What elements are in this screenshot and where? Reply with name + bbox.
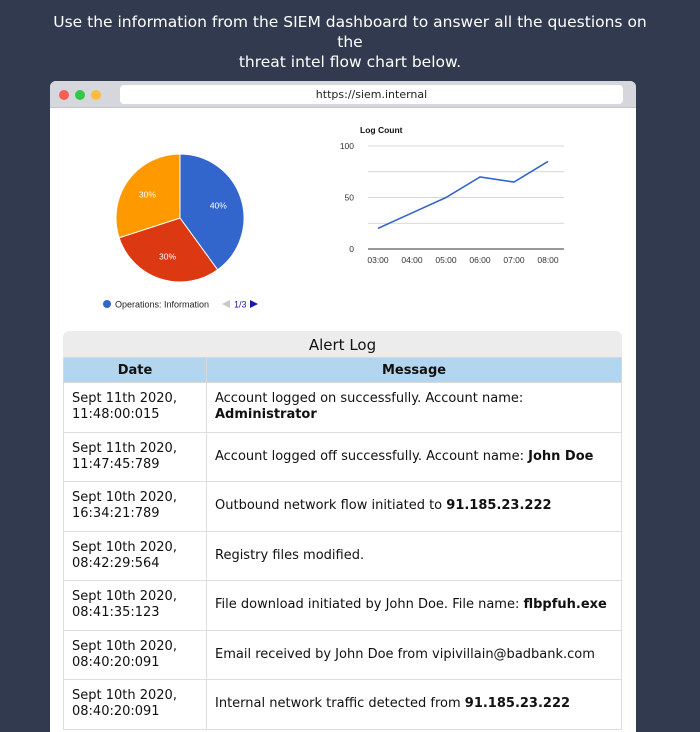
alert-date-cell: Sept 10th 2020, 16:34:21:789 [63,481,207,532]
legend-swatch [103,300,111,308]
pie-chart: 40% 30% 30% [115,153,245,283]
legend-entry: Operations: Information [115,300,209,310]
legend-prev-icon[interactable] [222,300,230,308]
instructions-line-1: Use the information from the SIEM dashbo… [53,13,647,51]
pie-slice [115,153,181,239]
alert-date: Sept 10th 2020, [72,589,177,605]
table-row: Sept 11th 2020, 11:47:45:789 Account logge… [63,431,622,482]
table-row: Sept 10th 2020, 16:34:21:789 Outbound netw… [63,481,622,532]
alert-date: Sept 10th 2020, [72,490,177,506]
alert-message-cell: Account logged on successfully. Account … [206,382,622,433]
table-row: Sept 10th 2020, 08:42:29:564 Registry file… [63,530,622,581]
alert-date: Sept 11th 2020, [72,391,177,407]
alert-message-cell: File download initiated by John Doe. Fil… [206,580,622,631]
address-bar[interactable]: https://siem.internal [120,85,623,104]
alert-date: Sept 10th 2020, [72,638,177,654]
alert-time: 11:48:00:015 [72,407,160,423]
y-tick-label: 100 [340,141,354,151]
y-tick-label: 0 [349,244,354,254]
alert-date-cell: Sept 11th 2020, 11:48:00:015 [63,382,207,433]
alert-date-cell: Sept 10th 2020, 08:42:29:564 [63,530,207,581]
pie-slice [179,153,245,271]
alert-message: File download initiated by John Doe. Fil… [215,597,524,613]
alert-log-panel: Alert Log Date Message Sept 11th 2020, 11… [63,331,622,732]
alert-date: Sept 11th 2020, [72,440,177,456]
line-chart-title: Log Count [360,125,403,135]
alert-message-cell: Outbound network flow initiated to 91.18… [206,481,622,532]
x-tick-label: 06:00 [469,255,491,265]
alert-time: 08:42:29:564 [72,555,160,571]
column-header-message: Message [206,357,622,383]
alert-highlight: Administrator [215,407,317,423]
alert-highlight: 91.185.23.222 [464,696,571,712]
x-tick-label: 05:00 [435,255,457,265]
alert-message: Internal network traffic detected from [215,696,465,712]
browser-window: https://siem.internal 40% 30% 30% Operatio… [50,81,636,732]
alert-message-cell: Registry files modified. [206,530,622,581]
alert-date-cell: Sept 10th 2020, 08:40:20:091 [63,629,207,680]
minimize-window-icon[interactable] [91,90,101,100]
alert-time: 16:34:21:789 [72,506,160,522]
alert-date: Sept 10th 2020, [72,539,177,555]
alert-message: Account logged on successfully. Account … [215,391,524,407]
instructions-line-2: threat intel flow chart below. [238,53,462,71]
alert-highlight: flbpfuh.exe [523,597,607,613]
instructions-text: Use the information from the SIEM dashbo… [40,12,660,72]
alert-date-cell: Sept 10th 2020, 08:41:35:123 [63,580,207,631]
pie-slice-label: 40% [210,201,227,211]
close-window-icon[interactable] [59,90,69,100]
x-tick-label: 03:00 [367,255,389,265]
x-tick-label: 08:00 [537,255,559,265]
alert-message-cell: Internal network traffic detected from 9… [206,679,622,730]
browser-titlebar: https://siem.internal [50,81,636,108]
table-header-row: Date Message [63,357,622,383]
legend-next-icon[interactable] [250,300,258,308]
table-row: Sept 11th 2020, 11:48:00:015 Account logge… [63,382,622,433]
alert-message: Email received by John Doe from vipivill… [215,646,595,662]
maximize-window-icon[interactable] [75,90,85,100]
x-tick-label: 07:00 [503,255,525,265]
alert-date: Sept 10th 2020, [72,688,177,704]
alert-highlight: 91.185.23.222 [446,498,552,514]
alert-message: Registry files modified. [215,547,365,563]
pie-slice [118,217,219,283]
column-header-date: Date [63,357,207,383]
siem-charts: 40% 30% 30% Operations: Information 1/3 Lo… [103,125,564,310]
legend-page-indicator: 1/3 [234,300,247,310]
alert-message: Account logged off successfully. Account… [215,448,529,464]
alert-highlight: John Doe [528,448,594,464]
alert-time: 08:40:20:091 [72,704,160,720]
alert-time: 08:41:35:123 [72,605,160,621]
alert-time: 08:40:20:091 [72,654,160,670]
alert-time: 11:47:45:789 [72,456,160,472]
table-row: Sept 10th 2020, 08:41:35:123 File download… [63,580,622,631]
alert-log-table: Date Message Sept 11th 2020, 11:48:00:015… [63,357,622,730]
alert-message-cell: Email received by John Doe from vipivill… [206,629,622,680]
line-series [377,160,549,230]
pie-slice-label: 30% [159,251,176,261]
table-row: Sept 10th 2020, 08:40:20:091 Internal netw… [63,679,622,730]
alert-date-cell: Sept 10th 2020, 08:40:20:091 [63,679,207,730]
table-row: Sept 10th 2020, 08:40:20:091 Email receive… [63,629,622,680]
x-tick-label: 04:00 [401,255,423,265]
line-chart: Log Count 0 50 100 03:00 04:00 05:00 06:00 07:0… [340,125,564,265]
alert-message: Outbound network flow initiated to [215,498,447,514]
alert-log-title: Alert Log [63,331,622,357]
pie-slice-label: 30% [139,189,156,199]
alert-date-cell: Sept 11th 2020, 11:47:45:789 [63,431,207,482]
y-tick-label: 50 [345,193,355,203]
pie-legend: Operations: Information 1/3 [103,300,258,310]
alert-message-cell: Account logged off successfully. Account… [206,431,622,482]
